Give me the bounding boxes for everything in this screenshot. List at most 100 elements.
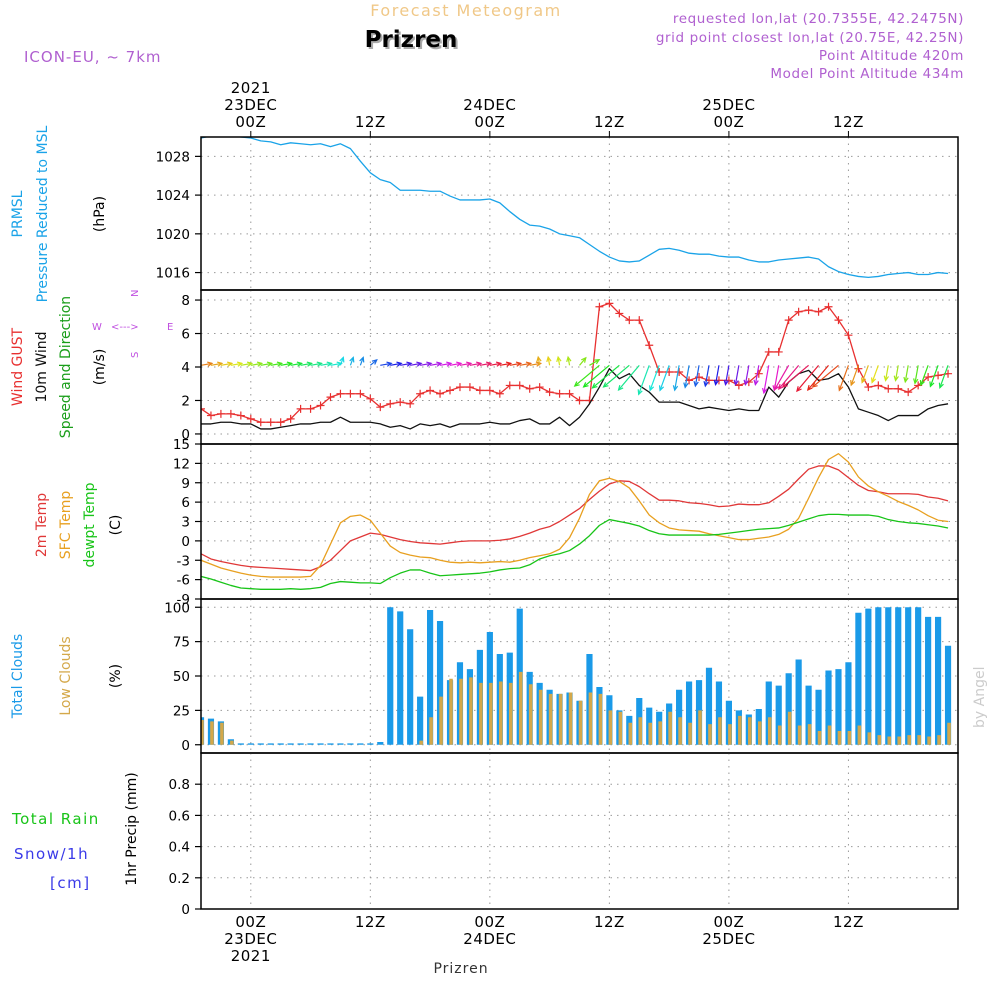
wind-marker-wind-gust	[286, 414, 295, 423]
clouds-bar-total-clouds	[805, 685, 812, 745]
wind-direction-arrow	[547, 356, 551, 366]
wind-direction-head	[276, 361, 284, 367]
requested-coords: requested lon,lat (20.7355E, 42.2475N)	[673, 11, 964, 27]
wind-direction-head	[306, 361, 313, 367]
wind-marker-wind-gust	[904, 388, 913, 397]
wind-direction-head	[226, 361, 234, 367]
wind-label-line: Wind GUST	[10, 327, 26, 406]
wind-direction-arrow	[537, 356, 541, 366]
time-label-bottom: 00Z	[235, 913, 266, 931]
clouds-bar-low-clouds	[748, 717, 752, 745]
wind-direction-arrow	[850, 365, 859, 386]
wind-direction-arrow	[557, 356, 561, 366]
wind-direction-arrow	[210, 362, 223, 366]
clouds-bar-total-clouds	[895, 607, 902, 745]
wind-direction-head	[637, 389, 643, 396]
wind-direction-head	[903, 376, 909, 384]
wind-direction-head	[535, 361, 543, 367]
wind-direction-head	[929, 381, 935, 388]
wind-marker-wind-gust	[216, 409, 225, 418]
wind-marker-wind-gust	[266, 418, 275, 427]
wind-marker-wind-gust	[535, 383, 544, 392]
clouds-bar-total-clouds	[845, 662, 852, 745]
wind-direction-arrow	[459, 362, 472, 366]
wind-direction-head	[495, 361, 503, 367]
clouds-bar-low-clouds	[698, 710, 702, 745]
wind-direction-arrow	[724, 365, 730, 385]
panels: 101610201024102802468-9-6-30369121502550…	[156, 136, 959, 918]
wind-ytick-label: 6	[181, 327, 190, 343]
clouds-ytick-label: 25	[173, 703, 190, 719]
clouds-bar-low-clouds	[767, 717, 772, 745]
clouds-bar-total-clouds	[237, 743, 244, 745]
wind-direction-head	[753, 379, 759, 386]
time-label-bottom: 12Z	[594, 913, 625, 931]
wind-direction-head	[672, 385, 679, 392]
wind-direction-head	[861, 377, 867, 384]
clouds-bar-total-clouds	[317, 743, 324, 745]
clouds-unit-label: (%)	[108, 664, 124, 688]
wind-direction-head	[515, 361, 523, 367]
temperature-label-line: 2m Temp	[34, 493, 50, 557]
wind-marker-wind-gust	[734, 381, 743, 390]
wind-line-wind-gust	[201, 302, 949, 423]
pressure-ytick-label: 1016	[156, 266, 190, 282]
pressure-ytick-label: 1020	[156, 227, 190, 243]
clouds-bar-total-clouds	[905, 607, 912, 745]
wind-direction-arrow	[583, 364, 610, 388]
wind-marker-wind-gust	[336, 389, 345, 398]
wind-direction-arrow	[871, 365, 879, 383]
wind-direction-arrow	[812, 364, 839, 388]
wind-direction-head	[773, 384, 780, 391]
wind-marker-wind-gust	[625, 316, 634, 325]
clouds-bar-low-clouds	[877, 735, 882, 745]
wind-direction-arrow	[579, 357, 587, 366]
clouds-bar-low-clouds	[867, 732, 872, 745]
time-label-top: 12Z	[833, 113, 864, 131]
compass-n: N	[130, 290, 141, 297]
wind-direction-head	[436, 361, 443, 367]
wind-direction-arrow	[684, 365, 690, 388]
wind-marker-wind-gust	[376, 403, 385, 412]
wind-direction-arrow	[894, 365, 899, 381]
clouds-bar-low-clouds	[678, 717, 682, 745]
location-title-shadow: Prizren	[367, 29, 460, 55]
clouds-bar-low-clouds	[718, 717, 722, 745]
clouds-bar-total-clouds	[367, 743, 374, 745]
wind-direction-arrow	[330, 362, 342, 366]
wind-direction-arrow	[914, 365, 919, 384]
temperature-plot	[201, 453, 949, 590]
clouds-bar-low-clouds	[220, 722, 224, 745]
clouds-bar-low-clouds	[658, 721, 662, 745]
wind-direction-arrow	[369, 359, 378, 366]
clouds-bar-total-clouds	[775, 685, 782, 745]
clouds-bar-total-clouds	[247, 743, 254, 745]
clouds-bar-total-clouds	[327, 743, 334, 745]
wind-direction-head	[938, 382, 944, 389]
clouds-bar-total-clouds	[357, 743, 364, 745]
wind-direction-arrow	[201, 362, 213, 366]
clouds-bar-low-clouds	[738, 715, 742, 745]
wind-direction-head	[536, 355, 542, 363]
wind-direction-arrow	[744, 365, 750, 385]
wind-marker-wind-gust	[256, 418, 265, 427]
wind-marker-wind-gust	[446, 386, 455, 395]
wind-direction-head	[217, 361, 224, 367]
clouds-bar-total-clouds	[875, 607, 882, 745]
clouds-bar-low-clouds	[787, 711, 792, 745]
time-label-bottom: 2021	[231, 947, 271, 965]
wind-direction-head	[733, 379, 739, 386]
temperature-unit-label: (C)	[108, 515, 124, 536]
wind-direction-arrow	[929, 365, 939, 387]
precip-ytick-label: 0.6	[169, 808, 190, 824]
temperature-ytick-label: -6	[177, 573, 190, 589]
precip-panel: 0 0.2 0.4 0.6 0.8	[169, 752, 959, 918]
temperature-ytick-label: -3	[177, 553, 190, 569]
point-altitude: Point Altitude 420m	[819, 48, 964, 64]
wind-direction-head	[838, 385, 844, 392]
wind-marker-wind-gust	[246, 414, 255, 423]
clouds-bar-total-clouds	[257, 743, 264, 745]
clouds-ytick-label: 75	[173, 635, 190, 651]
clouds-bar-total-clouds	[765, 681, 772, 745]
wind-direction-head	[850, 380, 856, 387]
